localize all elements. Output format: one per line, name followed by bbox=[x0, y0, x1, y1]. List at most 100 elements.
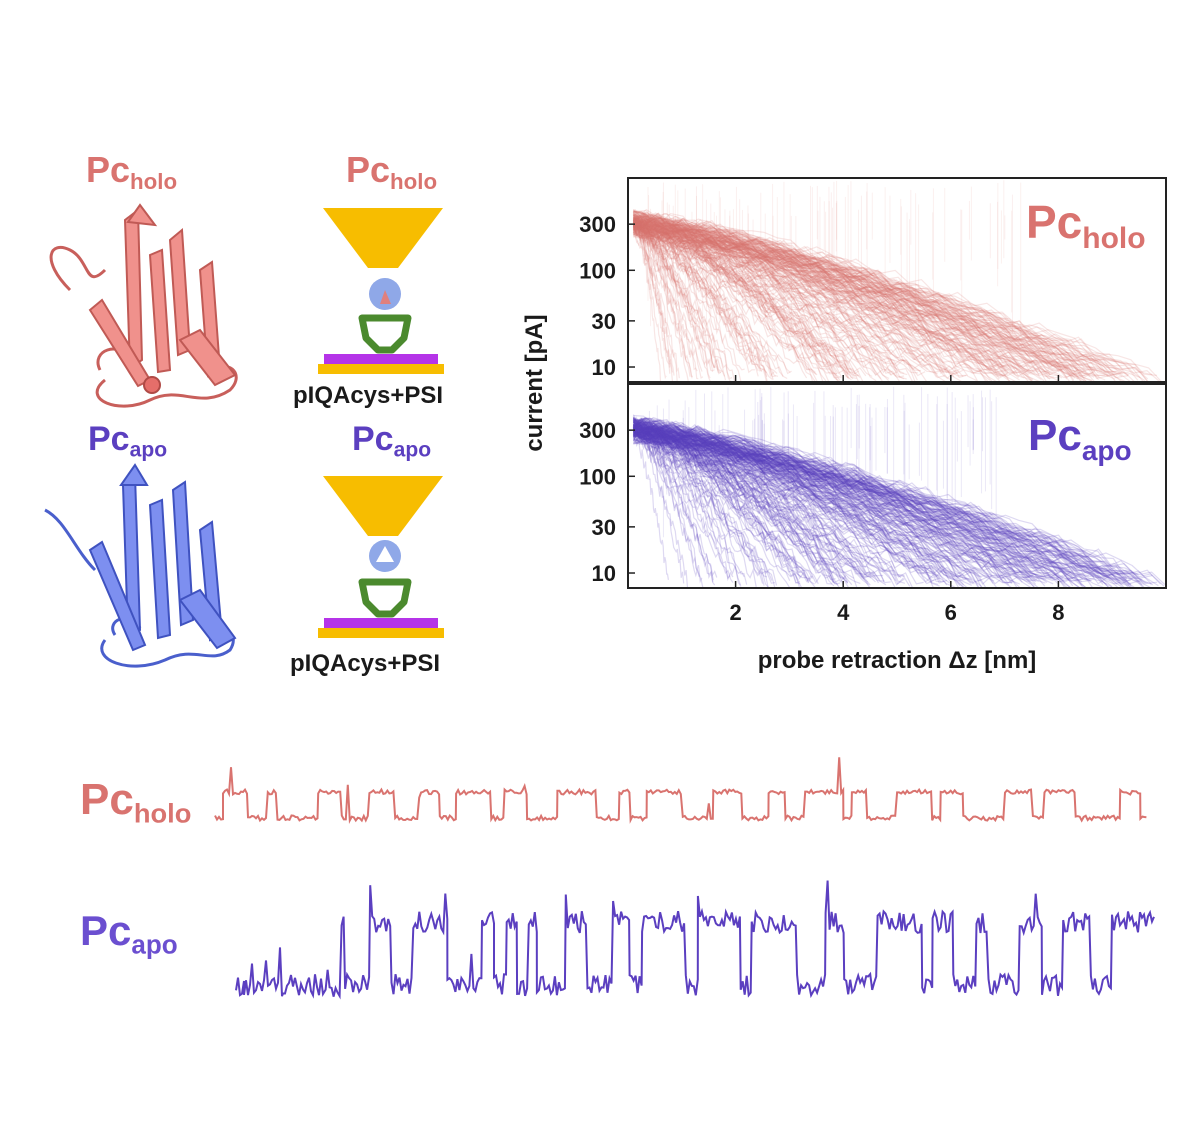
holo-trace-line bbox=[632, 225, 1050, 377]
apo-trace-line bbox=[633, 424, 1094, 589]
holo-trace-line bbox=[633, 226, 755, 374]
apo-trace-line bbox=[632, 421, 1131, 582]
apo-trace-line bbox=[633, 427, 1125, 589]
apo-trace-line bbox=[632, 419, 945, 583]
apo-trace-line bbox=[632, 428, 847, 583]
apo-trace-line bbox=[633, 427, 1066, 584]
apo-trace-line bbox=[633, 421, 1091, 582]
holo-trace-line bbox=[633, 210, 964, 375]
apo-trace-line bbox=[632, 428, 876, 583]
apo-trace-line bbox=[633, 428, 1032, 580]
holo-trace-line bbox=[633, 219, 1141, 379]
holo-trace-line bbox=[633, 219, 768, 382]
apo-trace-line bbox=[633, 435, 1036, 589]
holo-trace-line bbox=[632, 218, 928, 371]
apo-trace-line bbox=[633, 431, 1130, 586]
apo-trace-line bbox=[633, 426, 880, 581]
apo-trace-line bbox=[633, 423, 902, 579]
apo-trace-line bbox=[633, 424, 911, 587]
holo-trace-line bbox=[633, 230, 775, 378]
holo-trace-line bbox=[632, 214, 674, 373]
holo-trace-line bbox=[633, 222, 867, 377]
apo-trace-line bbox=[633, 429, 1037, 585]
apo-trace-line bbox=[633, 422, 906, 584]
apo-trace-line bbox=[632, 435, 769, 588]
holo-trace-line bbox=[633, 231, 958, 375]
apo-trace-line bbox=[632, 430, 972, 581]
holo-trace-line bbox=[633, 213, 1030, 383]
holo-trace-line bbox=[633, 215, 824, 383]
holo-trace-line bbox=[633, 220, 1032, 372]
holo-trace-line bbox=[633, 218, 1000, 382]
holo-trace-line bbox=[633, 233, 1068, 380]
apo-trace-line bbox=[633, 431, 1080, 589]
holo-trace-line bbox=[633, 221, 959, 377]
holo-trace-line bbox=[633, 217, 859, 382]
apo-trace-line bbox=[633, 417, 1060, 579]
apo-trace-line bbox=[633, 423, 1058, 581]
apo-trace-line bbox=[633, 428, 897, 582]
holo-trace-line bbox=[633, 210, 1093, 381]
apo-trace-line bbox=[632, 418, 803, 589]
apo-trace-line bbox=[632, 417, 1083, 582]
apo-trace-line bbox=[633, 436, 1054, 580]
holo-trace-line bbox=[633, 222, 759, 372]
holo-trace-line bbox=[633, 208, 1153, 376]
holo-trace-line bbox=[633, 220, 1071, 383]
holo-trace-line bbox=[632, 215, 784, 377]
apo-trace-line bbox=[633, 421, 1094, 580]
apo-trace-line bbox=[632, 418, 815, 585]
holo-trace-line bbox=[633, 226, 1003, 376]
apo-trace-line bbox=[633, 426, 1165, 587]
holo-trace-line bbox=[632, 222, 723, 373]
apo-trace-line bbox=[632, 429, 871, 588]
apo-trace-line bbox=[633, 422, 861, 584]
holo-trace-line bbox=[633, 216, 852, 381]
apo-trace-line bbox=[632, 423, 718, 578]
holo-trace-line bbox=[633, 217, 1009, 374]
holo-trace-line bbox=[633, 225, 1058, 382]
holo-trace-line bbox=[633, 219, 1130, 376]
apo-trace-line bbox=[632, 417, 807, 579]
holo-trace-line bbox=[633, 212, 928, 383]
apo-trace-line bbox=[632, 436, 734, 582]
holo-trace-line bbox=[632, 219, 693, 379]
apo-trace-line bbox=[633, 432, 1139, 576]
holo-trace-line bbox=[632, 214, 1011, 383]
holo-trace-line bbox=[633, 210, 1009, 373]
apo-trace-line bbox=[633, 426, 1023, 583]
holo-trace-line bbox=[632, 227, 841, 381]
holo-trace-line bbox=[633, 219, 792, 375]
apo-trace-line bbox=[632, 416, 745, 578]
apo-trace-line bbox=[632, 420, 742, 587]
apo-trace-line bbox=[633, 420, 831, 579]
apo-trace-line bbox=[633, 431, 1032, 589]
holo-trace-line bbox=[632, 224, 773, 380]
apo-trace-line bbox=[632, 419, 704, 588]
apo-trace-line bbox=[633, 428, 972, 586]
holo-trace-line bbox=[632, 215, 1012, 383]
holo-trace-line bbox=[633, 214, 905, 380]
apo-trace-line bbox=[633, 416, 1127, 585]
holo-trace-line bbox=[633, 216, 964, 377]
apo-trace-line bbox=[633, 427, 1092, 583]
apo-trace-line bbox=[633, 429, 1070, 583]
apo-trace-line bbox=[632, 418, 716, 586]
apo-trace-line bbox=[633, 435, 880, 584]
holo-trace-line bbox=[633, 223, 908, 376]
apo-trace-line bbox=[632, 417, 952, 579]
y-axis-label: current [pA] bbox=[521, 314, 548, 451]
apo-trace-line bbox=[633, 423, 948, 584]
apo-trace-line bbox=[633, 418, 1060, 586]
holo-trace-line bbox=[633, 231, 1121, 377]
holo-trace-line bbox=[633, 215, 890, 382]
holo-trace-line bbox=[633, 225, 849, 376]
apo-trace-line bbox=[633, 419, 967, 588]
apo-trace-line bbox=[632, 420, 990, 577]
apo-trace-line bbox=[632, 418, 858, 588]
apo-trace-line bbox=[633, 426, 962, 577]
apo-trace-line bbox=[632, 424, 714, 583]
apo-trace-line bbox=[633, 434, 1158, 585]
apo-trace-line bbox=[633, 430, 731, 580]
apo-trace-line bbox=[632, 423, 905, 585]
